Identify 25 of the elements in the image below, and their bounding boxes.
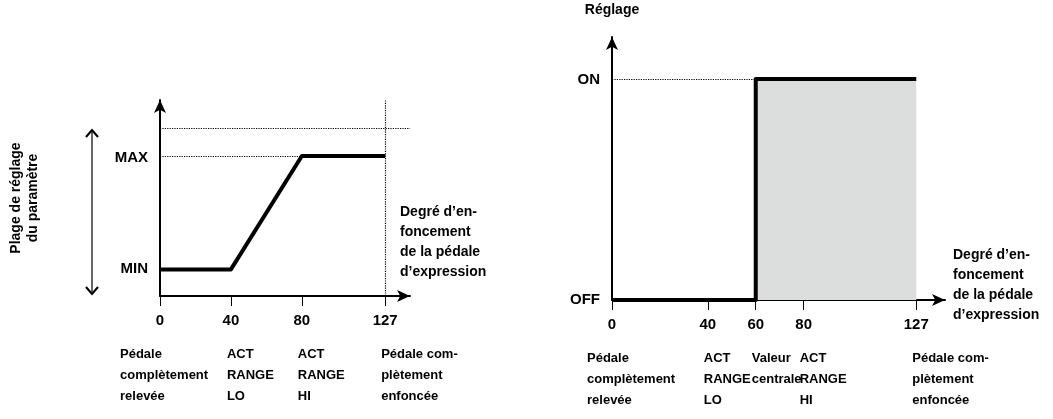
text: Pédale complètement relevée [120, 346, 209, 403]
x-tick-label: 127 [903, 315, 929, 332]
x-axis-title: Degré d’en- foncement de la pédale d’expression [400, 203, 487, 279]
y-axis-title: Réglage [584, 0, 640, 17]
text: Pédale complètement relevée [587, 350, 676, 407]
x-tick-label: 40 [699, 315, 717, 332]
text: Pédale com- plètement enfoncée [912, 350, 989, 407]
x-tick-label: 0 [607, 315, 617, 332]
text: ACT RANGE HI [799, 350, 847, 407]
text: ACT RANGE LO [226, 346, 275, 403]
text: ACT RANGE LO [703, 350, 752, 407]
x-tick-label: 0 [155, 311, 165, 328]
x-tick-label: 60 [747, 315, 765, 332]
x-tick-label: 80 [795, 315, 812, 332]
text: ACT RANGE HI [297, 346, 346, 403]
annotation: OFF [570, 290, 601, 307]
ref-line-label: MAX [114, 147, 148, 165]
y-axis-title: Plage de réglage du paramètre [6, 142, 40, 254]
text: Pédale com- plètement enfoncée [381, 346, 458, 403]
x-tick-label: 40 [222, 311, 240, 328]
annotation: MIN [120, 259, 148, 277]
x-tick-label: 127 [372, 311, 398, 328]
x-axis-title: Degré d’en- foncement de la pédale d’expression [953, 246, 1040, 322]
ref-line-label: ON [577, 70, 600, 88]
x-tick-label: 80 [293, 311, 311, 328]
